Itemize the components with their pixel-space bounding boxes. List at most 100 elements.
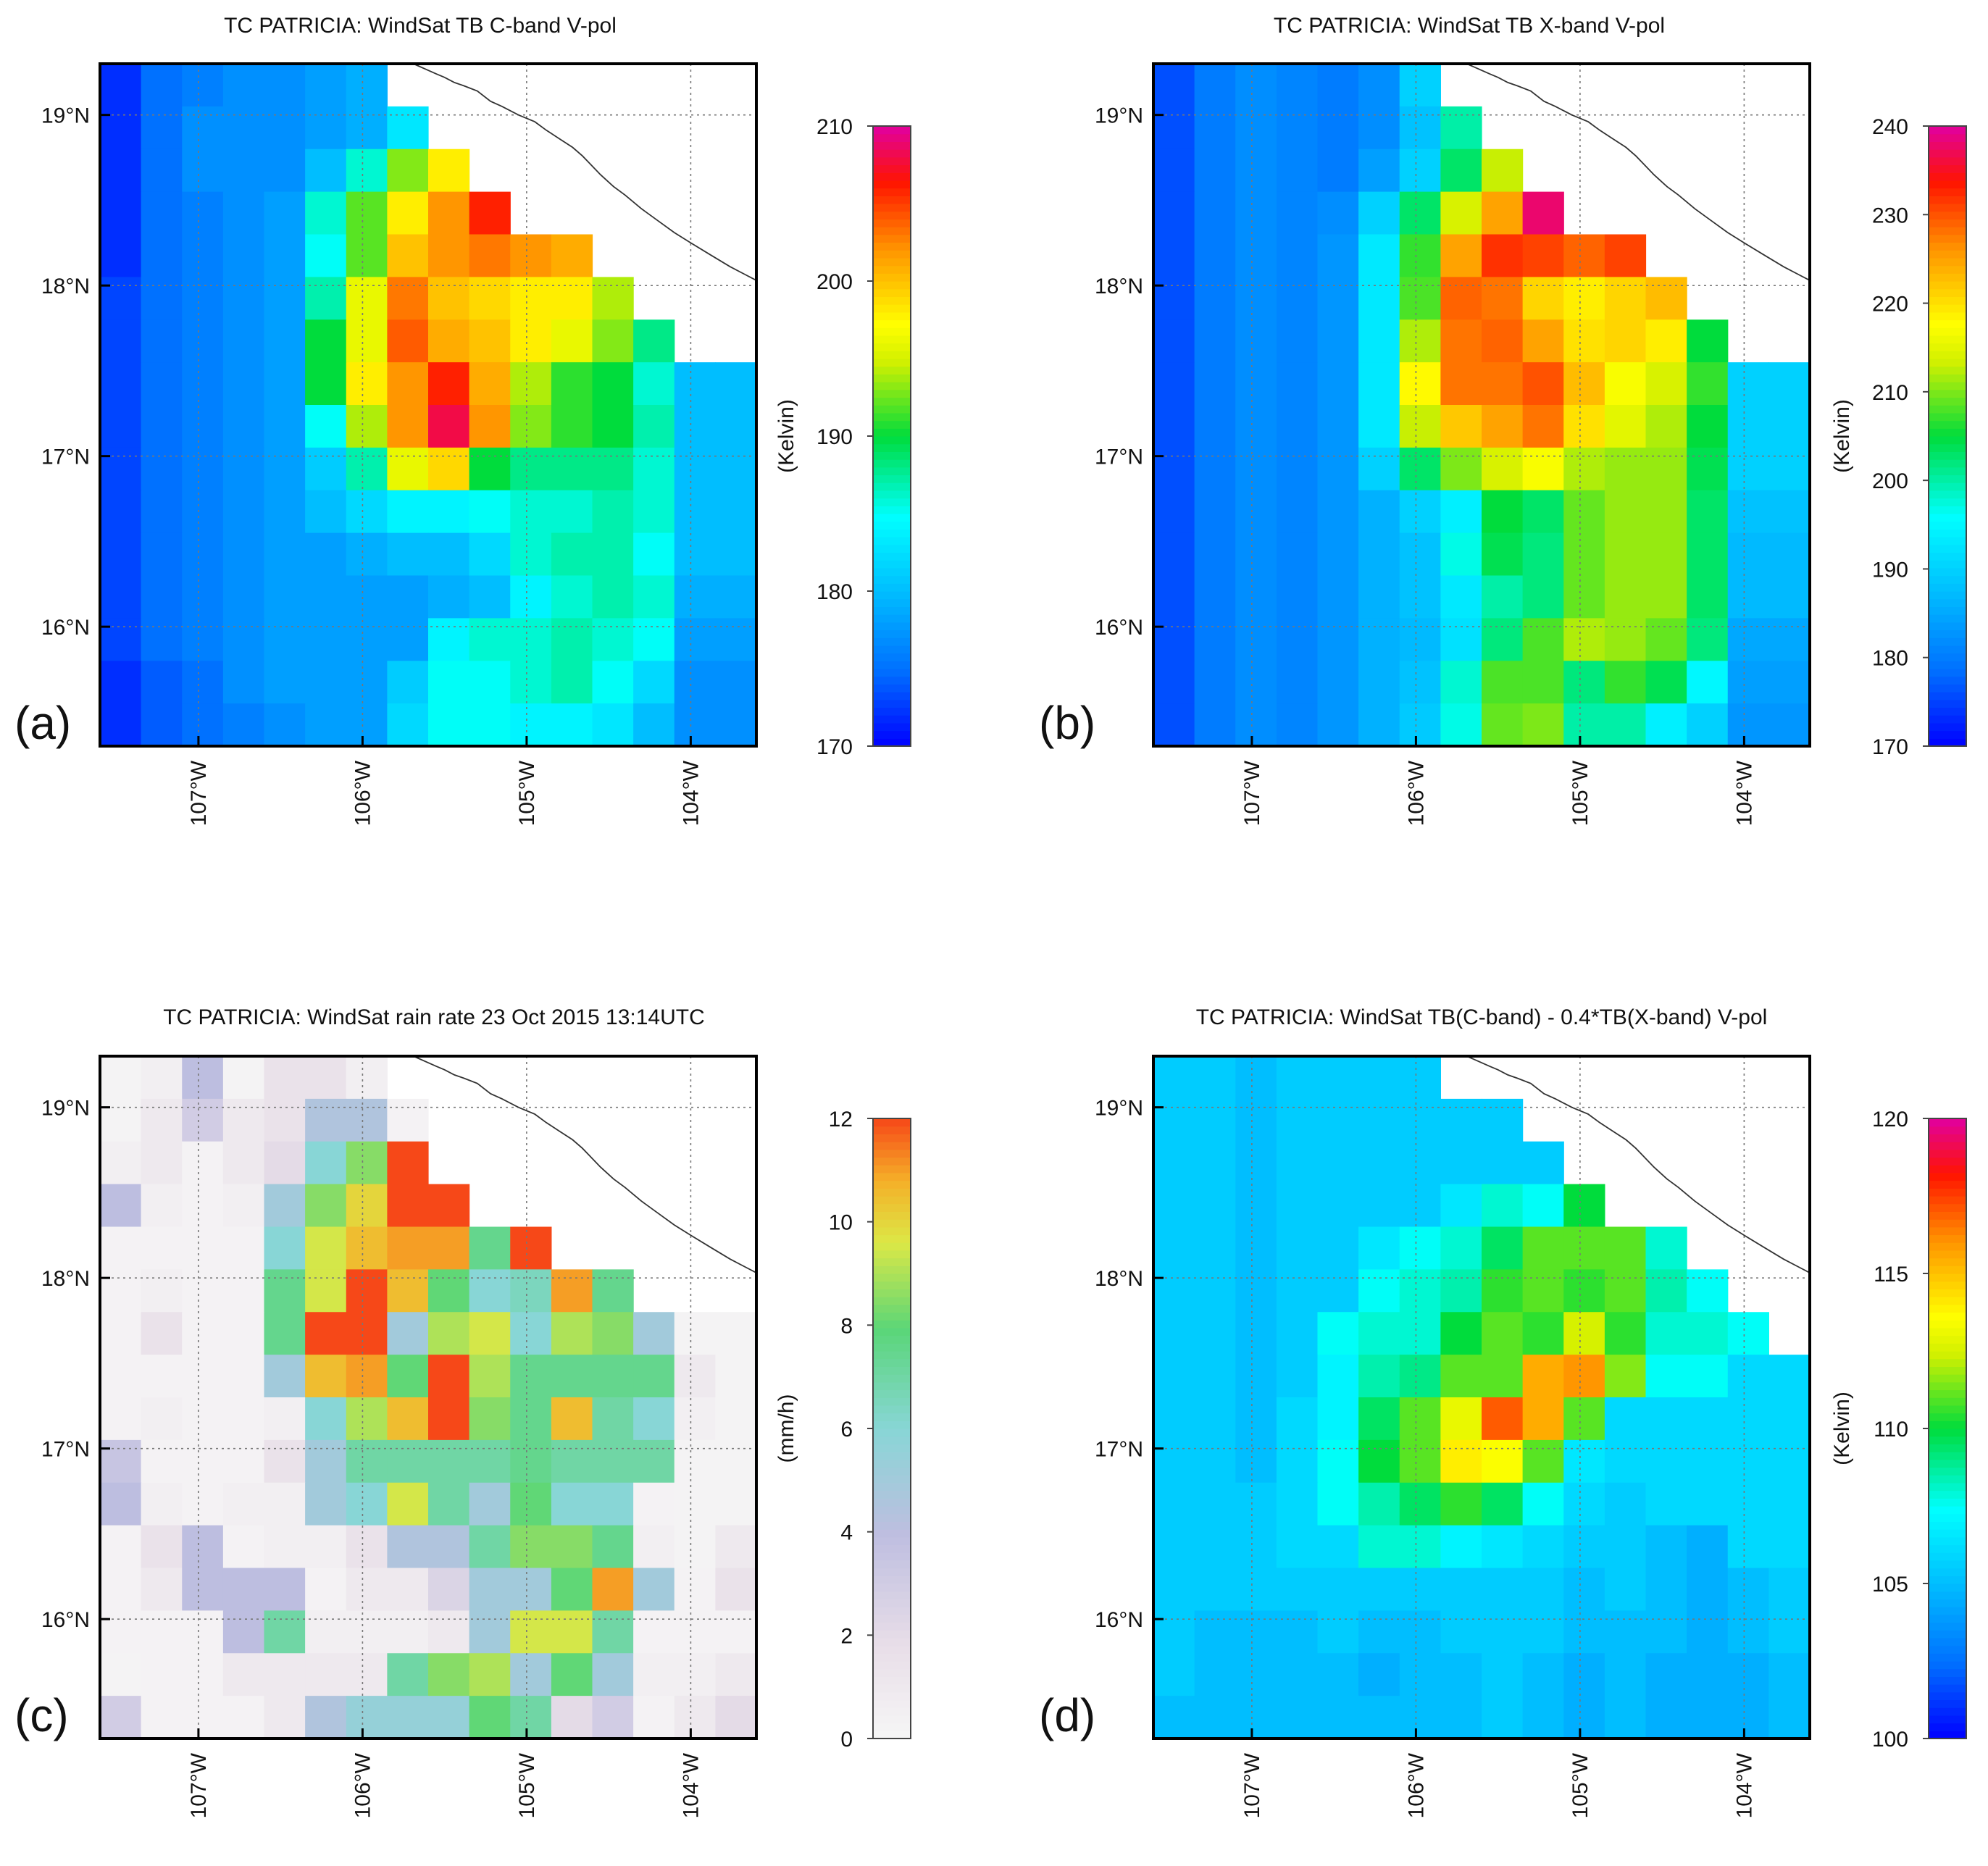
heatmap-cell — [1194, 1269, 1236, 1313]
lat-tick-label: 18°N — [41, 275, 90, 298]
heatmap-cell — [387, 1653, 429, 1696]
colorbar-swatch — [1929, 296, 1966, 305]
heatmap-cell — [1399, 234, 1441, 277]
heatmap-cell — [469, 1482, 511, 1526]
heatmap-cell — [1687, 1312, 1729, 1355]
panel-letter: (b) — [1039, 697, 1095, 749]
colorbar-swatch — [1929, 188, 1966, 196]
heatmap-cell — [510, 1482, 552, 1526]
heatmap-cell — [1727, 1355, 1769, 1398]
heatmap-cell — [222, 1355, 265, 1398]
heatmap-cell — [346, 405, 388, 448]
heatmap-cell — [1440, 447, 1482, 491]
colorbar-swatch — [1929, 1374, 1966, 1383]
heatmap-cell — [1522, 1269, 1564, 1313]
heatmap-cell — [1482, 1226, 1524, 1270]
colorbar-swatch — [873, 583, 911, 592]
heatmap-cell — [387, 1226, 429, 1270]
heatmap-cell — [1317, 1653, 1359, 1696]
colorbar-swatch — [873, 211, 911, 219]
heatmap-cell — [1317, 1482, 1359, 1526]
colorbar-swatch — [873, 1351, 911, 1360]
heatmap-cell — [182, 1141, 224, 1185]
heatmap-cell — [1276, 575, 1319, 619]
heatmap-cell — [1768, 1696, 1810, 1739]
heatmap-cell — [1235, 277, 1277, 320]
heatmap-cell — [1358, 1439, 1400, 1484]
heatmap-cell — [346, 1568, 388, 1611]
colorbar-swatch — [1929, 699, 1966, 708]
colorbar-swatch — [1929, 1591, 1966, 1599]
heatmap-cell — [1687, 1439, 1729, 1484]
colorbar-swatch — [873, 1568, 911, 1576]
heatmap-cell — [1768, 490, 1810, 534]
colorbar-swatch — [873, 366, 911, 375]
heatmap-cell — [1358, 618, 1400, 661]
heatmap-cell — [1153, 1141, 1195, 1185]
colorbar-swatch — [1929, 204, 1966, 212]
heatmap-cell — [592, 1355, 634, 1398]
colorbar-swatch — [1929, 567, 1966, 577]
heatmap-cell — [141, 148, 183, 193]
heatmap-cell — [1317, 1312, 1359, 1355]
colorbar-tick-label: 180 — [816, 580, 853, 604]
colorbar-swatch — [873, 1482, 911, 1491]
heatmap-cell — [1194, 1610, 1236, 1654]
heatmap-cell — [1358, 1653, 1400, 1696]
heatmap-cell — [1235, 703, 1277, 747]
heatmap-cell — [428, 532, 470, 577]
colorbar-swatch — [873, 149, 911, 158]
heatmap-cell — [264, 148, 306, 193]
heatmap-cell — [1276, 1184, 1319, 1228]
heatmap-cell — [674, 1568, 716, 1611]
colorbar-swatch — [873, 1142, 911, 1150]
heatmap-cell — [264, 1525, 306, 1569]
heatmap-cell — [1522, 234, 1564, 277]
colorbar-swatch — [873, 514, 911, 522]
colorbar-swatch — [1929, 1436, 1966, 1444]
heatmap-cell — [264, 1312, 306, 1355]
heatmap-cell — [1194, 405, 1236, 448]
colorbar-swatch — [1929, 730, 1966, 739]
heatmap-cell — [469, 1439, 511, 1484]
heatmap-cell — [1399, 1141, 1441, 1185]
colorbar-swatch — [1929, 1165, 1966, 1173]
heatmap-cell — [715, 1610, 757, 1654]
heatmap-cell — [1563, 277, 1605, 320]
heatmap-cell — [1317, 362, 1359, 406]
heatmap-cell — [222, 1696, 265, 1739]
heatmap-cell — [1482, 618, 1524, 661]
heatmap-cell — [1317, 1141, 1359, 1185]
colorbar-swatch — [873, 622, 911, 631]
colorbar-swatch — [1929, 1421, 1966, 1429]
colorbar-swatch — [1929, 1630, 1966, 1639]
heatmap-cell — [510, 1355, 552, 1398]
heatmap-cell — [1440, 277, 1482, 320]
heatmap-cell — [510, 1525, 552, 1569]
colorbar-swatch — [1929, 591, 1966, 600]
heatmap-cell — [1440, 490, 1482, 534]
heatmap-cell — [141, 1482, 183, 1526]
colorbar-swatch — [1929, 1297, 1966, 1305]
colorbar-tick-label: 200 — [1872, 469, 1908, 493]
heatmap-cell — [1645, 447, 1687, 491]
colorbar-swatch — [1929, 506, 1966, 514]
heatmap-cell — [1482, 1610, 1524, 1654]
colorbar-tick-label: 210 — [1872, 381, 1908, 405]
heatmap-cell — [305, 1397, 347, 1441]
heatmap-cell — [141, 1098, 183, 1142]
heatmap-cell — [305, 362, 347, 406]
colorbar-swatch — [1929, 676, 1966, 685]
lat-tick-label: 17°N — [1095, 1438, 1143, 1462]
heatmap-cell — [264, 575, 306, 619]
heatmap-cell — [551, 661, 593, 704]
panel-title: TC PATRICIA: WindSat TB C-band V-pol — [224, 14, 617, 38]
panel-c: TC PATRICIA: WindSat rain rate 23 Oct 20… — [14, 1005, 911, 1818]
heatmap-cell — [346, 1226, 388, 1270]
heatmap-cell — [1563, 1610, 1605, 1654]
heatmap-cell — [1317, 64, 1359, 107]
heatmap-cell — [1399, 1269, 1441, 1313]
heatmap-cell — [1276, 191, 1319, 235]
colorbar-swatch — [1929, 1452, 1966, 1460]
